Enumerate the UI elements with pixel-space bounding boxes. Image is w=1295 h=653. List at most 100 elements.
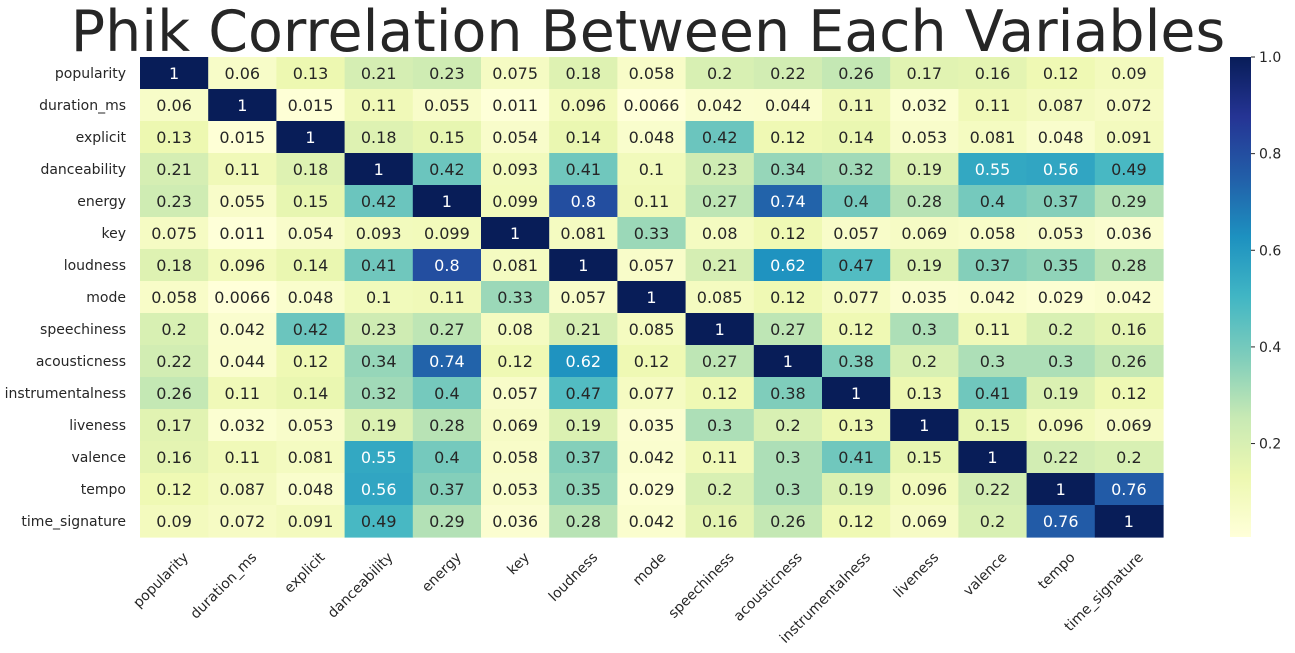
heatmap-cell-label: 0.058 [492,448,538,467]
heatmap-cell-label: 0.16 [702,512,738,531]
colorbar-tick-label: 0.4 [1259,340,1281,356]
heatmap-cell-mode-speechiness [685,281,755,314]
heatmap-cell-mode-time_signature [1094,281,1164,314]
heatmap-cell-explicit-loudness [549,121,618,154]
heatmap-cell-energy-speechiness [685,185,755,218]
colorbar-tick-label: 0.8 [1259,147,1281,163]
heatmap-cell-label: 0.12 [838,320,874,339]
heatmap-cell-loudness-time_signature [1094,249,1164,282]
heatmap-cell-instrumentalness-speechiness [685,377,755,410]
y-tick-label: key [101,226,126,242]
heatmap-cell-key-popularity [140,217,209,250]
heatmap-cell-valence-speechiness [685,441,755,474]
heatmap-cell-time_signature-instrumentalness [822,505,891,538]
heatmap-cell-label: 0.16 [156,448,192,467]
heatmap-cell-label: 0.17 [156,416,192,435]
heatmap-cell-instrumentalness-liveness [890,377,959,410]
heatmap-cell-liveness-liveness [890,409,959,442]
heatmap-cell-danceability-mode [617,153,687,186]
heatmap-cell-label: 0.12 [1111,384,1147,403]
heatmap-cell-acousticness-duration_ms [208,345,277,378]
heatmap-cell-label: 0.0066 [214,288,270,307]
heatmap-cell-time_signature-liveness [890,505,959,538]
heatmap-cell-label: 1 [442,192,452,211]
heatmap-cell-key-danceability [344,217,414,250]
colorbar [1230,57,1251,537]
heatmap-cell-key-energy [412,217,482,250]
heatmap-cell-duration_ms-danceability [344,89,414,122]
heatmap-cell-explicit-speechiness [685,121,755,154]
heatmap-cell-explicit-liveness [890,121,959,154]
y-tick-label: popularity [55,66,126,82]
y-tick-label: tempo [81,482,126,498]
heatmap-cell-label: 0.042 [219,320,265,339]
heatmap-cell-label: 0.62 [565,352,601,371]
colorbar-tick-label: 0.2 [1259,437,1281,453]
heatmap-cell-loudness-tempo [1026,249,1096,282]
heatmap-cell-mode-danceability [344,281,414,314]
heatmap-cell-liveness-explicit [276,409,346,442]
heatmap-cell-explicit-duration_ms [208,121,277,154]
heatmap-cell-label: 0.057 [560,288,606,307]
heatmap-cell-time_signature-valence [958,505,1028,538]
heatmap-cell-label: 0.29 [429,512,465,531]
colorbar-ticks: 0.2 0.4 0.6 0.8 1.0 [1251,50,1281,453]
heatmap-cell-label: 0.42 [429,160,465,179]
heatmap-cell-label: 0.081 [288,448,334,467]
heatmap-cell-label: 0.55 [975,160,1011,179]
heatmap-cell-label: 0.11 [975,96,1011,115]
heatmap-cell-valence-valence [958,441,1028,474]
heatmap-cell-label: 1 [237,96,247,115]
heatmap-cells: 1 0.06 0.13 0.21 0.23 0.075 0.18 0.058 0.2 0.22 0.… [140,57,1164,538]
heatmap-cell-mode-mode [617,281,687,314]
heatmap-cell-duration_ms-energy [412,89,482,122]
heatmap-cell-tempo-speechiness [685,473,755,506]
heatmap-cell-label: 0.32 [361,384,397,403]
heatmap-cell-loudness-speechiness [685,249,755,282]
heatmap-cell-label: 0.042 [629,448,675,467]
heatmap-cell-label: 0.62 [770,256,806,275]
heatmap-cell-label: 0.055 [219,192,265,211]
heatmap-cell-label: 1 [783,352,793,371]
heatmap-cell-label: 0.12 [770,224,806,243]
heatmap-cell-label: 0.1 [639,160,664,179]
heatmap-cell-explicit-valence [958,121,1028,154]
heatmap-cell-liveness-acousticness [753,409,823,442]
heatmap-cell-speechiness-mode [617,313,687,346]
heatmap-cell-label: 0.015 [219,128,265,147]
y-tick-label: energy [77,194,126,210]
heatmap-cell-label: 0.069 [1106,416,1152,435]
x-tick-label: loudness [546,550,601,605]
x-tick-label: liveness [891,550,942,601]
heatmap-cell-tempo-duration_ms [208,473,277,506]
heatmap-cell-label: 0.035 [629,416,675,435]
heatmap-cell-label: 0.048 [1038,128,1084,147]
heatmap-cell-acousticness-danceability [344,345,414,378]
heatmap-cell-label: 0.042 [970,288,1016,307]
heatmap-cell-label: 0.32 [838,160,874,179]
heatmap-cell-label: 0.075 [151,224,197,243]
heatmap-cell-label: 0.29 [1111,192,1147,211]
heatmap-cell-valence-tempo [1026,441,1096,474]
heatmap-cell-label: 0.032 [901,96,947,115]
heatmap-cell-label: 0.085 [629,320,675,339]
heatmap-cell-danceability-instrumentalness [822,153,891,186]
heatmap-cell-key-time_signature [1094,217,1164,250]
heatmap-cell-valence-loudness [549,441,618,474]
y-tick-label: liveness [69,418,126,434]
heatmap-cell-popularity-popularity [140,57,209,90]
heatmap-cell-label: 0.22 [1043,448,1079,467]
chart-title: Phik Correlation Between Each Variables [71,0,1225,65]
heatmap-cell-danceability-tempo [1026,153,1096,186]
heatmap-cell-label: 0.3 [980,352,1005,371]
heatmap-cell-key-loudness [549,217,618,250]
heatmap-cell-instrumentalness-duration_ms [208,377,277,410]
heatmap-cell-label: 0.27 [429,320,465,339]
heatmap-cell-danceability-duration_ms [208,153,277,186]
y-tick-label: loudness [64,258,126,274]
heatmap-cell-instrumentalness-key [481,377,550,410]
heatmap-cell-explicit-energy [412,121,482,154]
heatmap-cell-energy-key [481,185,550,218]
heatmap-cell-time_signature-loudness [549,505,618,538]
heatmap-cell-label: 1 [919,416,929,435]
